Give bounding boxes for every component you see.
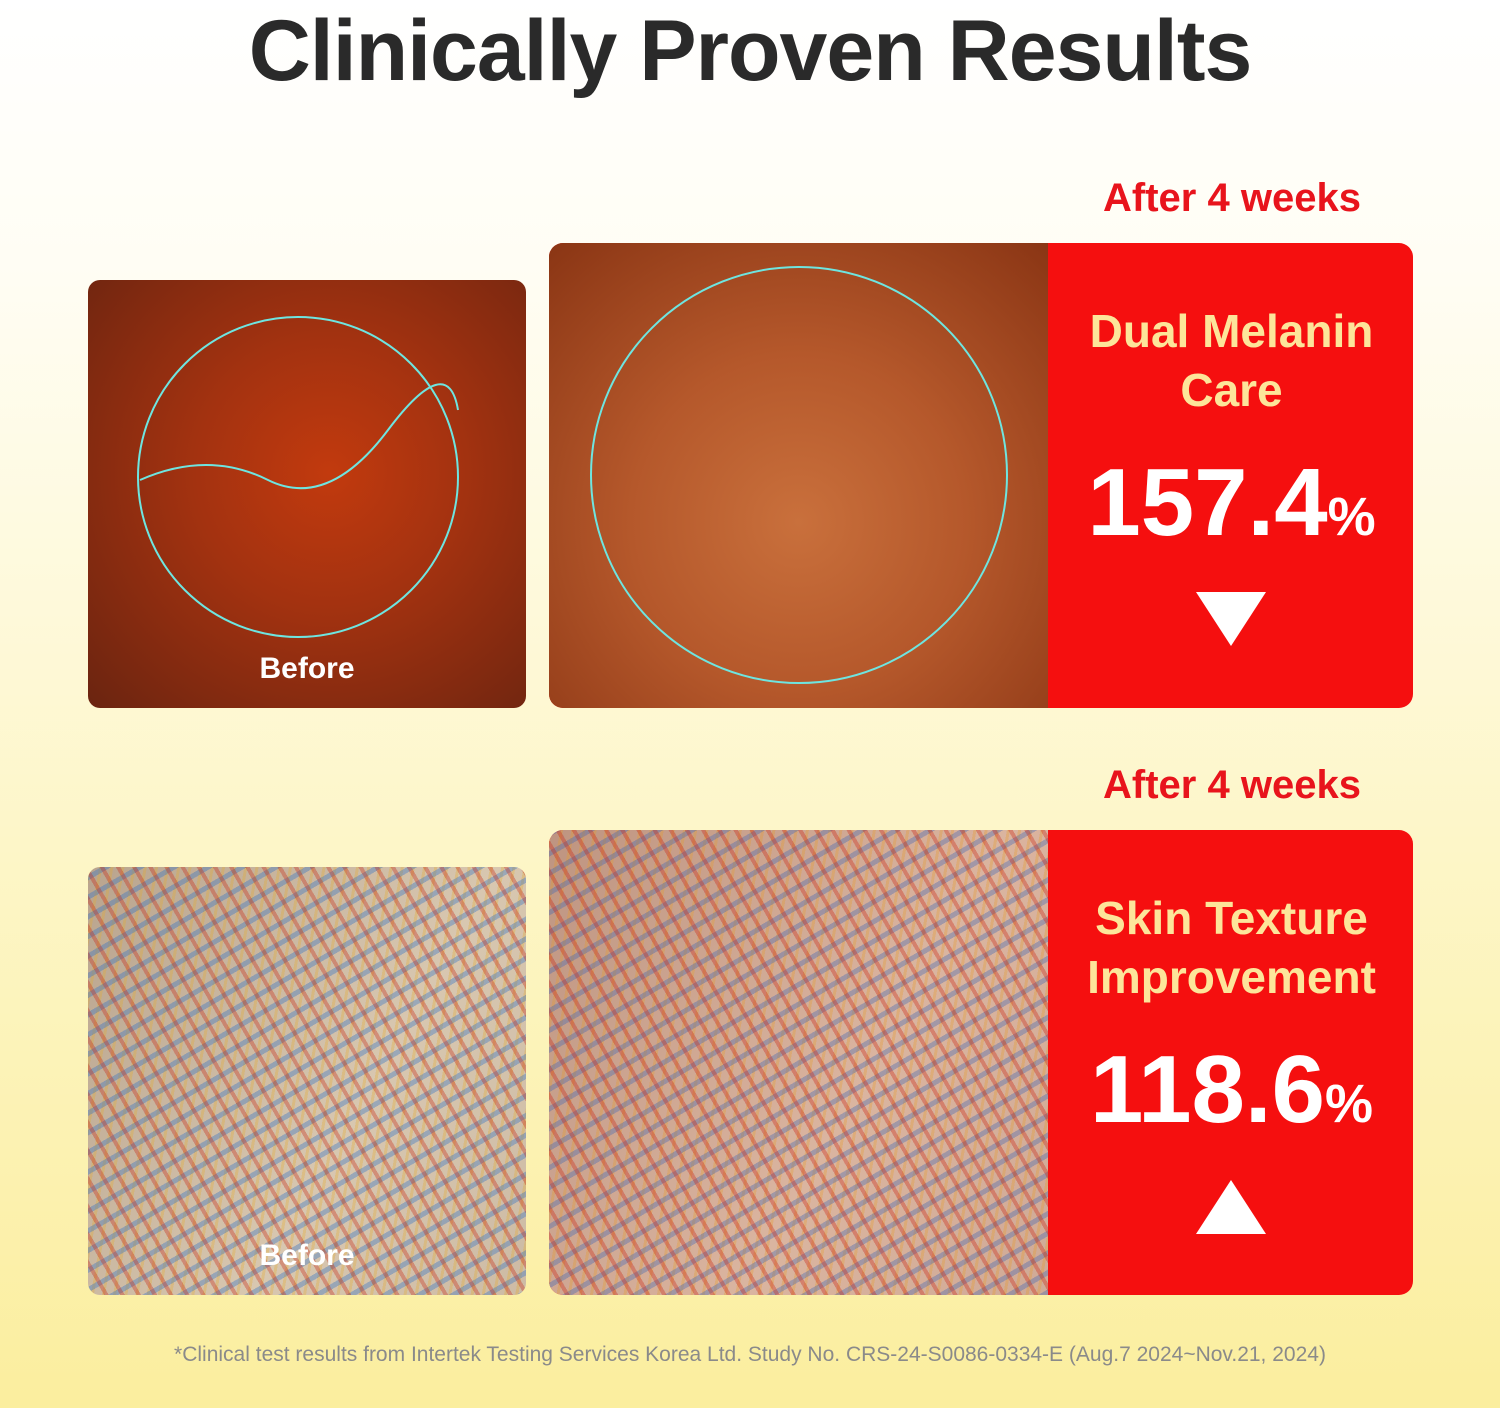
title: Clinically Proven Results xyxy=(248,3,1253,99)
metric-line: Skin Texture xyxy=(1095,892,1368,944)
after-label: After 4 weeks xyxy=(1103,763,1361,807)
value-unit: % xyxy=(1324,1074,1373,1134)
metric: Skin Texture Improvement xyxy=(1050,889,1413,1007)
value-number: 118.6 xyxy=(1090,1036,1325,1143)
metric-line: Improvement xyxy=(1087,951,1376,1003)
footnote: *Clinical test results from Intertek Tes… xyxy=(174,1343,1326,1366)
value: 157.4% xyxy=(1050,448,1413,558)
after-card xyxy=(549,830,1413,1295)
metric-line: Dual Melanin xyxy=(1089,305,1374,357)
overlay xyxy=(590,266,1008,684)
metric-line: Care xyxy=(1180,364,1283,416)
after-image xyxy=(549,830,1048,1295)
overlay xyxy=(137,316,459,638)
value-number: 157.4 xyxy=(1087,449,1328,556)
before-label: Before xyxy=(259,652,355,685)
before-image: Before xyxy=(88,867,526,1295)
before-label: Before xyxy=(259,1239,355,1272)
value: 118.6% xyxy=(1050,1035,1413,1145)
value-unit: % xyxy=(1327,487,1376,547)
after-card xyxy=(549,243,1413,708)
metric: Dual Melanin Care xyxy=(1050,302,1413,420)
after-image xyxy=(549,243,1048,708)
up-arrow xyxy=(1196,1180,1266,1234)
before-image: Before xyxy=(88,280,526,708)
down-arrow xyxy=(1196,592,1266,646)
after-label: After 4 weeks xyxy=(1103,176,1361,220)
